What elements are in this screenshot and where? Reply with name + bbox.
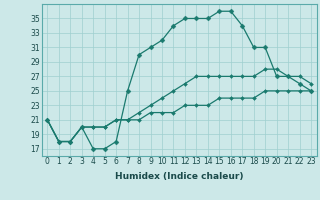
X-axis label: Humidex (Indice chaleur): Humidex (Indice chaleur): [115, 172, 244, 181]
